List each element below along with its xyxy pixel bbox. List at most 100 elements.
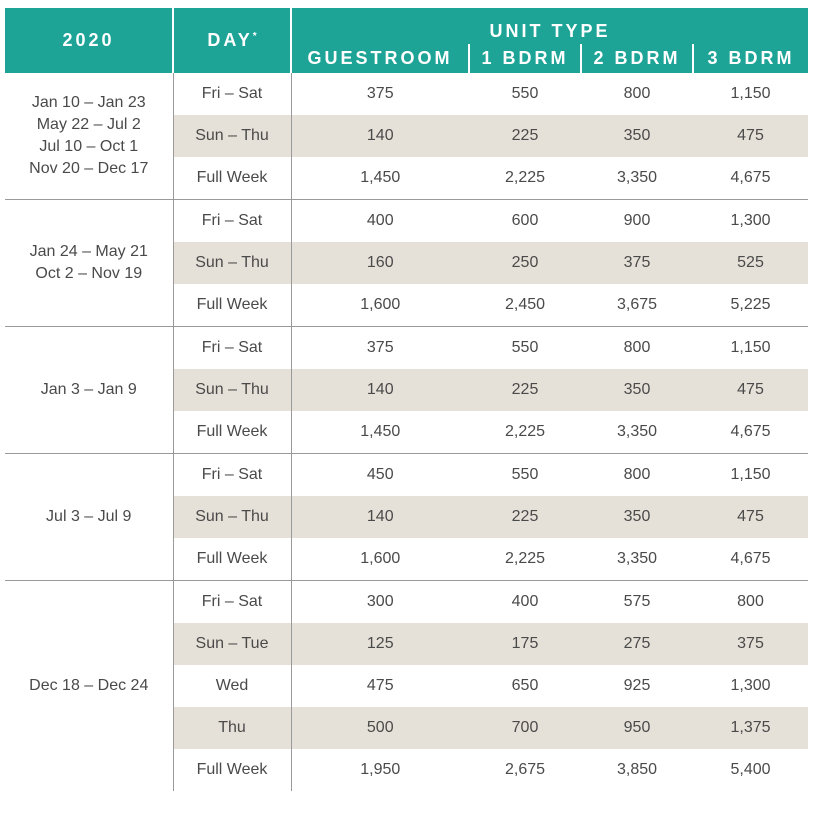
day-cell: Sun – Thu	[173, 496, 292, 538]
table-row: Full Week 1,450 2,225 3,350 4,675	[5, 411, 809, 454]
points-cell-3-bdrm: 4,675	[693, 411, 809, 454]
points-cell-1-bdrm: 700	[469, 707, 581, 749]
points-cell-2-bdrm: 575	[623, 593, 651, 610]
day-cell: Wed	[173, 665, 292, 707]
points-cell-2-bdrm: 3,675	[581, 284, 693, 327]
points-cell-2-bdrm: 3,350	[581, 538, 693, 581]
points-cell-2-bdrm: 275	[581, 623, 693, 665]
season-dates: Dec 18 – Dec 24	[5, 580, 174, 791]
unit-type-header: UNIT TYPE	[291, 8, 809, 44]
day-header-label: DAY	[207, 30, 253, 50]
points-cell-2-bdrm: 950	[581, 707, 693, 749]
season-dates: Jan 24 – May 21 Oct 2 – Nov 19	[5, 199, 174, 327]
table-row: Sun – Thu 160 250 375 525	[5, 242, 809, 284]
points-cell-2-bdrm: 350	[581, 115, 693, 157]
points-cell-1-bdrm: 650	[511, 677, 539, 694]
day-footnote-mark: *	[252, 31, 257, 42]
day-cell: Sun – Tue	[173, 623, 292, 665]
points-cell-1-bdrm: 2,225	[469, 157, 581, 200]
points-cell-guestroom: 140	[291, 496, 469, 538]
points-cell-1-bdrm: 225	[469, 115, 581, 157]
points-cell-3-bdrm: 5,225	[693, 284, 809, 327]
points-cell-guestroom: 400	[366, 212, 394, 229]
points-cell-3-bdrm: 1,300	[730, 677, 771, 694]
season-date-range: Jan 24 – May 21	[29, 243, 148, 260]
points-cell-1-bdrm: 550	[511, 85, 539, 102]
points-cell-1-bdrm: 550	[511, 339, 539, 356]
table-row: Jan 3 – Jan 9 Fri – Sat 375 550 800 1,150	[5, 326, 808, 454]
table-row: Full Week 1,600 2,225 3,350 4,675	[5, 538, 809, 581]
points-cell-3-bdrm: 1,150	[730, 466, 771, 483]
day-cell: Full Week	[173, 157, 292, 200]
column-header-3-bdrm: 3 BDRM	[693, 44, 809, 73]
points-cell-2-bdrm: 350	[581, 496, 693, 538]
points-cell-guestroom: 1,450	[291, 411, 469, 454]
points-cell-2-bdrm: 925	[623, 677, 651, 694]
points-cell-1-bdrm: 175	[469, 623, 581, 665]
points-cell-guestroom: 300	[366, 593, 394, 610]
day-cell: Full Week	[173, 538, 292, 581]
season-dates: Jan 10 – Jan 23 May 22 – Jul 2 Jul 10 – Oc…	[5, 73, 174, 200]
points-cell-2-bdrm: 3,850	[616, 761, 658, 778]
points-cell-3-bdrm: 1,375	[693, 707, 809, 749]
points-cell-1-bdrm: 225	[469, 496, 581, 538]
points-cell-2-bdrm: 375	[581, 242, 693, 284]
points-cell-guestroom: 1,450	[291, 157, 469, 200]
table-row: Jul 3 – Jul 9 Fri – Sat 450 550 800 1,150	[5, 453, 808, 581]
table-row: Jan 24 – May 21 Oct 2 – Nov 19 Fri – Sat 40…	[5, 199, 808, 327]
points-cell-3-bdrm: 475	[693, 369, 809, 411]
points-cell-1-bdrm: 600	[511, 212, 539, 229]
season-date-range: Jul 10 – Oct 1	[39, 138, 139, 155]
day-cell: Full Week	[173, 411, 292, 454]
season-date-range: Nov 20 – Dec 17	[29, 160, 149, 177]
season-dates: Jul 3 – Jul 9	[5, 453, 174, 581]
points-cell-guestroom: 1,950	[360, 761, 401, 778]
table-row: Sun – Thu 140 225 350 475	[5, 369, 809, 411]
season-date-range: Dec 18 – Dec 24	[29, 677, 149, 694]
points-cell-guestroom: 450	[366, 466, 394, 483]
points-cell-2-bdrm: 350	[581, 369, 693, 411]
points-cell-1-bdrm: 400	[511, 593, 539, 610]
season-date-range: Oct 2 – Nov 19	[35, 265, 143, 282]
column-header-2-bdrm: 2 BDRM	[581, 44, 694, 73]
table-row: Sun – Thu 140 225 350 475	[5, 115, 809, 157]
points-cell-1-bdrm: 550	[511, 466, 539, 483]
points-cell-2-bdrm: 3,350	[581, 411, 693, 454]
points-cell-guestroom: 140	[291, 369, 469, 411]
points-cell-guestroom: 140	[291, 115, 469, 157]
day-cell: Sun – Thu	[173, 115, 292, 157]
points-cell-3-bdrm: 375	[693, 623, 809, 665]
points-cell-3-bdrm: 4,675	[693, 157, 809, 200]
points-cell-3-bdrm: 1,150	[730, 339, 771, 356]
points-cell-guestroom: 375	[366, 339, 394, 356]
points-cell-3-bdrm: 1,150	[730, 85, 771, 102]
points-cell-1-bdrm: 250	[469, 242, 581, 284]
table-body: Jan 10 – Jan 23 May 22 – Jul 2 Jul 10 – Oc…	[5, 73, 809, 791]
points-cell-3-bdrm: 475	[693, 115, 809, 157]
points-cell-guestroom: 1,600	[291, 538, 469, 581]
points-cell-guestroom: 160	[291, 242, 469, 284]
points-cell-guestroom: 1,600	[291, 284, 469, 327]
season-date-range: Jan 10 – Jan 23	[31, 94, 146, 111]
points-cell-guestroom: 375	[366, 85, 394, 102]
points-cell-guestroom: 475	[366, 677, 394, 694]
column-header-guestroom: GUESTROOM	[291, 44, 470, 73]
points-cell-3-bdrm: 5,400	[730, 761, 771, 778]
season-dates: Jan 3 – Jan 9	[5, 326, 174, 454]
points-cell-2-bdrm: 800	[623, 85, 651, 102]
season-date-range: May 22 – Jul 2	[36, 116, 141, 133]
table-row: Sun – Tue 125 175 275 375	[5, 623, 809, 665]
table-row: Sun – Thu 140 225 350 475	[5, 496, 809, 538]
points-cell-3-bdrm: 1,300	[730, 212, 771, 229]
points-cell-3-bdrm: 525	[693, 242, 809, 284]
points-cell-guestroom: 125	[291, 623, 469, 665]
column-header-1-bdrm: 1 BDRM	[469, 44, 582, 73]
points-cell-1-bdrm: 2,675	[504, 761, 546, 778]
day-cell: Thu	[173, 707, 292, 749]
day-header: DAY*	[173, 8, 292, 73]
points-cell-3-bdrm: 800	[737, 593, 764, 610]
points-chart-table: 2020 DAY* UNIT TYPE GUESTROOM 1 BDRM 2 B…	[5, 8, 809, 791]
points-cell-2-bdrm: 800	[623, 466, 651, 483]
points-cell-2-bdrm: 800	[623, 339, 651, 356]
table-row: Jan 10 – Jan 23 May 22 – Jul 2 Jul 10 – Oc…	[5, 73, 808, 200]
